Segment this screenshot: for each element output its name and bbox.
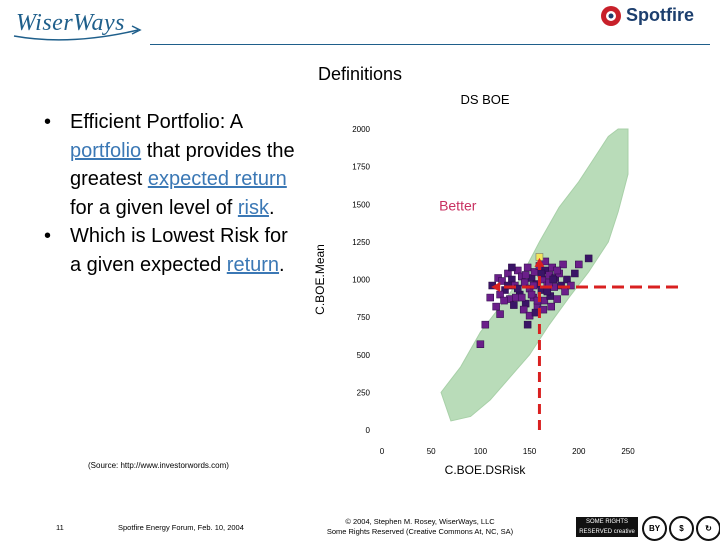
cc-sharealike-icon: ↻ bbox=[696, 516, 720, 541]
left-arrow-icon bbox=[491, 282, 501, 293]
source-citation: (Source: http://www.investorwords.com) bbox=[88, 461, 229, 470]
bullet-marker: • bbox=[44, 225, 52, 247]
better-annotation: Better bbox=[439, 197, 477, 213]
scatter-point bbox=[547, 302, 555, 311]
copyright-notice: © 2004, Stephen M. Rosey, WiserWays, LLC… bbox=[315, 517, 525, 537]
up-arrow-icon bbox=[534, 257, 545, 267]
cc-noncommercial-icon: $ bbox=[669, 516, 694, 541]
y-tick-label: 500 bbox=[357, 351, 371, 360]
scatter-point bbox=[549, 275, 557, 284]
x-axis-label: C.BOE.DSRisk bbox=[445, 463, 527, 477]
event-name: Spotfire Energy Forum, Feb. 10, 2004 bbox=[118, 523, 244, 532]
x-tick-label: 200 bbox=[572, 447, 586, 456]
page-title: Definitions bbox=[317, 64, 403, 84]
scatter-point bbox=[521, 271, 530, 279]
scatter-point bbox=[486, 293, 494, 302]
scatter-point bbox=[563, 275, 571, 284]
scatter-point bbox=[523, 320, 532, 329]
y-tick-label: 0 bbox=[366, 426, 371, 435]
copyright-line-1: © 2004, Stephen M. Rosey, WiserWays, LLC bbox=[345, 517, 495, 526]
scatter-point bbox=[537, 269, 546, 278]
chart-title: DS BOE bbox=[460, 92, 509, 107]
y-tick-label: 250 bbox=[357, 388, 371, 397]
scatter-point bbox=[541, 257, 550, 266]
scatter-point bbox=[514, 284, 522, 293]
scatter-point bbox=[567, 281, 575, 290]
x-tick-label: 250 bbox=[621, 447, 635, 456]
y-tick-label: 2000 bbox=[352, 125, 370, 134]
logo-swoosh-icon bbox=[13, 25, 142, 41]
spotfire-mark-icon bbox=[601, 6, 621, 26]
x-tick-label: 100 bbox=[474, 447, 488, 456]
scatter-point bbox=[498, 277, 506, 285]
y-tick-label: 1000 bbox=[352, 276, 370, 285]
y-tick-label: 1250 bbox=[352, 238, 370, 247]
x-tick-label: 50 bbox=[427, 447, 436, 456]
scatter-point bbox=[523, 263, 532, 272]
y-tick-label: 1750 bbox=[352, 163, 370, 172]
glossary-link[interactable]: portfolio bbox=[70, 139, 142, 162]
wiserways-logo: WiserWays bbox=[10, 6, 142, 46]
page-number: 11 bbox=[56, 523, 64, 532]
scatter-point bbox=[553, 266, 561, 275]
scatter-chart-svg: DS BOE 0 250 500 750 1000 1250 1500 1750 2000 0 50 1… bbox=[313, 92, 678, 477]
scatter-point bbox=[527, 290, 536, 299]
scatter-point bbox=[553, 295, 561, 303]
scatter-point bbox=[481, 320, 490, 329]
glossary-link[interactable]: risk bbox=[237, 196, 269, 219]
copyright-line-2: Some Rights Reserved (Creative Commons A… bbox=[326, 527, 514, 536]
scatter-point bbox=[517, 293, 526, 302]
bullet-text: . bbox=[279, 253, 285, 276]
scatter-point bbox=[508, 263, 516, 272]
glossary-link[interactable]: expected return bbox=[147, 168, 287, 190]
spotfire-logo-text: Spotfire bbox=[626, 5, 695, 25]
wiserways-logo-text: WiserWays bbox=[16, 10, 125, 36]
scatter-chart: DS BOE 0 250 500 750 1000 1250 1500 1750 2000 0 50 1… bbox=[310, 84, 680, 484]
scatter-point bbox=[575, 260, 583, 269]
y-tick-label: 1500 bbox=[352, 200, 370, 209]
spotfire-logo: Spotfire bbox=[600, 4, 718, 28]
bullet-item: • Which is Lowest Risk for a given expect… bbox=[30, 222, 300, 279]
scatter-point bbox=[492, 302, 500, 311]
bullet-item: • Efficient Portfolio: A portfolio that p… bbox=[30, 108, 300, 222]
scatter-point bbox=[500, 296, 508, 305]
scatter-point bbox=[504, 269, 512, 278]
scatter-point bbox=[557, 281, 565, 290]
bullet-marker: • bbox=[44, 111, 52, 133]
scatter-point bbox=[533, 296, 542, 305]
glossary-link[interactable]: return bbox=[226, 253, 280, 276]
scatter-point bbox=[510, 301, 518, 309]
creative-commons-badge[interactable]: SOME RIGHTS RESERVED creative commons bbox=[576, 517, 638, 545]
scatter-point bbox=[571, 269, 579, 278]
header-divider bbox=[150, 44, 710, 45]
scatter-point bbox=[476, 340, 485, 348]
scatter-point bbox=[519, 305, 528, 314]
bullet-text: . bbox=[268, 196, 275, 219]
scatter-point bbox=[529, 281, 538, 290]
y-tick-label: 750 bbox=[357, 313, 371, 322]
scatter-point bbox=[504, 281, 512, 290]
bullet-text: for a given level of bbox=[70, 196, 238, 219]
x-tick-label: 150 bbox=[523, 447, 537, 456]
definition-bullets: • Efficient Portfolio: A portfolio that p… bbox=[30, 108, 300, 279]
scatter-point bbox=[496, 310, 504, 318]
y-axis-label: C.BOE.Mean bbox=[313, 244, 327, 315]
x-tick-label: 0 bbox=[380, 447, 385, 456]
bullet-text: that provides the greatest bbox=[70, 139, 295, 191]
cc-by-icon: BY bbox=[642, 516, 667, 541]
bullet-text: Which is Lowest Risk for a given expecte… bbox=[70, 225, 288, 276]
scatter-point bbox=[584, 254, 593, 263]
scatter-point bbox=[543, 287, 552, 296]
bullet-text: Efficient Portfolio: A bbox=[70, 111, 242, 133]
scatter-point bbox=[559, 260, 567, 269]
